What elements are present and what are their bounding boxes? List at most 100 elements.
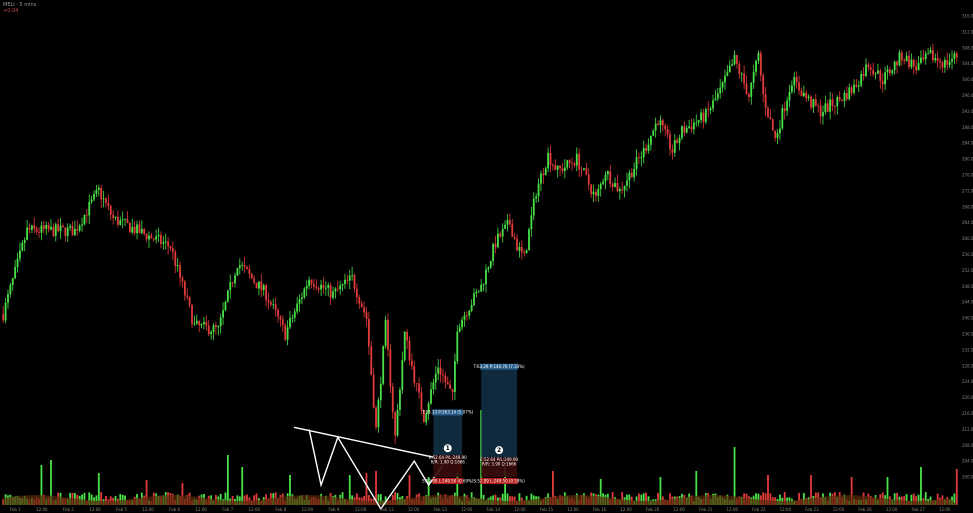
candle [195,314,198,326]
candle [750,82,753,105]
candle [845,86,848,101]
candle [363,301,365,317]
candle [736,54,738,69]
volume-bar [427,477,430,505]
candle [544,166,547,176]
time-tick: 12:00 [620,507,632,512]
price-tick: 308.00 [962,45,973,50]
candle [920,50,922,65]
volume-bar [504,467,506,505]
candle [853,79,855,96]
candle [482,283,485,292]
candle [697,119,700,127]
volume-bar [408,475,411,505]
candle [157,227,160,242]
candle [298,294,301,312]
price-tick: 296.00 [962,93,973,98]
candle [119,216,122,226]
candle [879,68,882,89]
candle [499,231,502,238]
volume-bar [912,493,915,505]
candle [250,272,253,279]
candle [747,92,750,102]
candle [293,308,296,323]
candle [731,59,734,67]
price-tick: 228.00 [962,363,973,368]
candle [769,108,772,120]
candle [900,50,903,67]
candle [231,281,234,288]
candle-layer [2,43,958,444]
volume-bar [530,493,533,505]
candle [131,218,134,235]
candle [327,282,330,297]
candle [301,292,303,305]
volume-bar [114,496,117,505]
volume-bar [783,492,786,505]
candle [277,307,279,323]
candle [480,278,483,292]
candle [807,94,810,101]
candle [877,63,879,75]
candle [528,227,530,251]
volume-bar [494,494,497,505]
candle [661,118,664,132]
volume-bar [145,480,148,505]
candle [561,162,564,175]
candle [829,91,832,120]
volume-bar [764,493,767,505]
time-tick: 12:00 [833,507,845,512]
time-tick: Feb 22 [752,507,766,512]
target-zone [481,369,518,458]
candle [193,315,196,326]
candle [117,210,119,228]
volume-bar [779,494,781,505]
candle [759,50,762,82]
candle [356,283,358,305]
candle [647,138,650,154]
candle [869,63,872,77]
time-tick: 12:00 [514,507,526,512]
volume-bar [669,493,671,505]
candle [78,223,81,233]
candle [805,90,808,103]
time-tick: Feb 16 [593,507,607,512]
candle [798,75,800,95]
chart-header: MELI · 5 mins +0.04 [3,2,37,14]
candle [566,159,569,170]
candle [857,80,860,92]
candle [575,147,578,172]
candle [191,304,193,328]
candle [353,273,356,293]
price-tick: 236.00 [962,331,973,336]
symbol-label: MELI [3,2,15,8]
candle [413,360,416,387]
candle [140,220,143,235]
price-tick: 292.00 [962,109,973,114]
candle [329,282,332,306]
price-tick: 224.00 [962,379,973,384]
risk-reward-label: R/R: 1.90 Q:1666 [431,460,466,465]
candle [767,105,769,119]
candle [334,287,337,299]
candle [339,280,342,295]
entry-label: E:52.64 P/L:249.90 [429,455,467,460]
time-tick: Feb 23 [805,507,819,512]
candle [76,220,79,236]
candle [740,71,743,82]
volume-bar [767,475,769,505]
candle [152,237,155,242]
candle [308,276,311,290]
volume-bar [936,493,939,505]
candle [33,217,36,234]
target-label: T:63.29 P:140.76 (7.33%) [473,364,525,369]
candle [563,159,566,179]
candle [207,320,210,337]
candle [186,288,189,301]
candle [626,172,628,192]
candle [621,181,624,194]
candle [317,286,320,294]
candle [659,115,662,134]
candle [774,130,777,142]
